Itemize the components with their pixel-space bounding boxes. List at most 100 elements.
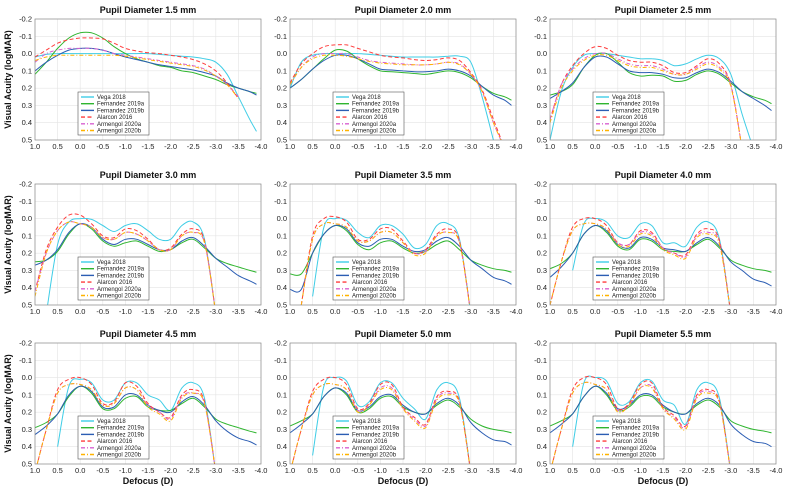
y-tick-label: 0.4: [537, 442, 547, 451]
x-tick-label: -1.0: [374, 307, 387, 316]
panel-title: Pupil Diameter 4.5 mm: [100, 329, 197, 339]
series-lines: [550, 45, 772, 140]
y-tick-label: 0.1: [537, 231, 547, 240]
x-tick-label: 0.0: [330, 466, 340, 475]
legend-label: Alarcon 2016: [352, 115, 388, 121]
legend-label: Fernandez 2019b: [97, 273, 145, 279]
legend-label: Armengol 2020a: [352, 122, 397, 128]
y-tick-label: 0.3: [277, 101, 287, 110]
y-tick-label: -0.1: [274, 32, 287, 41]
series-line-f19a: [35, 223, 257, 273]
x-tick-label: -1.5: [142, 466, 155, 475]
x-tick-label: -2.0: [164, 466, 177, 475]
x-tick-label: -3.0: [209, 307, 222, 316]
x-tick-label: -4.0: [510, 466, 523, 475]
x-tick-label: -2.0: [164, 142, 177, 151]
x-tick-label: -1.0: [634, 142, 647, 151]
y-tick-label: 0.0: [537, 214, 547, 223]
x-tick-label: -2.5: [187, 466, 200, 475]
legend-label: Alarcon 2016: [612, 280, 648, 286]
x-tick-label: -3.0: [724, 466, 737, 475]
x-tick-label: -2.5: [702, 142, 715, 151]
series-line-f19a: [35, 385, 257, 434]
y-tick-label: 0.1: [537, 390, 547, 399]
x-tick-label: -2.0: [419, 466, 432, 475]
panel-title: Pupil Diameter 1.5 mm: [100, 5, 197, 15]
panel-title: Pupil Diameter 2.0 mm: [355, 5, 452, 15]
x-tick-label: -2.0: [679, 142, 692, 151]
x-tick-label: 0.0: [75, 466, 85, 475]
y-tick-label: -0.1: [534, 32, 547, 41]
series-line-f19b: [290, 387, 512, 446]
x-tick-label: 0.5: [567, 142, 577, 151]
x-tick-label: -3.0: [724, 307, 737, 316]
series-line-f19b: [35, 385, 257, 446]
x-tick-label: 0.5: [52, 307, 62, 316]
x-tick-label: -3.5: [487, 142, 500, 151]
series-lines: [35, 376, 257, 464]
panel-2: 1.0 0.5 0.0 -0.5 -1.0 -1.5 -2.0 -2.5 -3.0 -3.5 -4.…: [274, 5, 522, 151]
legend-label: Vega 2018: [97, 260, 126, 266]
y-tick-label: 0.4: [537, 283, 547, 292]
y-tick-label: 0.3: [277, 266, 287, 275]
x-tick-label: -3.5: [232, 307, 245, 316]
y-tick-label: 0.4: [22, 118, 32, 127]
x-tick-label: -0.5: [96, 142, 109, 151]
y-tick-label: -0.1: [274, 197, 287, 206]
y-tick-label: 0.0: [22, 214, 32, 223]
series-line-vega: [35, 53, 257, 132]
x-tick-label: -3.0: [209, 466, 222, 475]
legend-label: Fernandez 2019b: [97, 108, 145, 114]
legend-label: Armengol 2020b: [97, 453, 142, 459]
y-tick-label: 0.3: [22, 266, 32, 275]
series-line-arm20b: [35, 221, 216, 305]
series-lines: [35, 31, 257, 132]
legend-label: Armengol 2020b: [612, 294, 657, 300]
series-line-alarcon: [551, 375, 731, 464]
x-tick-label: -2.0: [419, 307, 432, 316]
legend-label: Armengol 2020a: [612, 287, 657, 293]
x-axis-label: Defocus (D): [378, 476, 429, 486]
series-line-arm20b: [35, 54, 239, 99]
y-tick-label: 0.3: [277, 425, 287, 434]
y-tick-label: 0.2: [277, 249, 287, 258]
legend-label: Alarcon 2016: [352, 280, 388, 286]
y-tick-label: 0.5: [22, 301, 32, 310]
y-tick-label: 0.1: [277, 390, 287, 399]
y-tick-label: 0.0: [537, 373, 547, 382]
y-tick-label: 0.2: [22, 408, 32, 417]
x-tick-label: 1.0: [545, 466, 555, 475]
panel-title: Pupil Diameter 5.0 mm: [355, 329, 452, 339]
series-lines: [550, 217, 772, 305]
x-tick-label: -0.5: [351, 142, 364, 151]
y-tick-label: 0.3: [22, 101, 32, 110]
axes-frame: [549, 183, 777, 306]
y-axis-label: Visual Acuity (logMAR): [3, 195, 13, 294]
series-line-arm20a: [290, 52, 502, 140]
series-line-arm20b: [550, 54, 742, 140]
x-tick-label: -4.0: [770, 307, 783, 316]
x-tick-label: 0.0: [590, 307, 600, 316]
legend-label: Alarcon 2016: [97, 439, 133, 445]
panel-title: Pupil Diameter 4.0 mm: [615, 170, 712, 180]
y-tick-label: 0.5: [537, 301, 547, 310]
x-tick-label: 1.0: [30, 466, 40, 475]
legend-label: Vega 2018: [612, 260, 641, 266]
series-line-arm20b: [291, 383, 471, 464]
y-tick-label: -0.2: [19, 15, 32, 24]
y-tick-label: 0.1: [22, 231, 32, 240]
series-line-alarcon: [300, 215, 471, 305]
legend-label: Alarcon 2016: [612, 439, 648, 445]
x-axis-label: Defocus (D): [123, 476, 174, 486]
legend-label: Fernandez 2019a: [97, 267, 145, 273]
x-tick-label: -4.0: [255, 466, 268, 475]
y-tick-label: -0.2: [274, 15, 287, 24]
legend-label: Armengol 2020b: [352, 129, 397, 135]
y-tick-label: -0.1: [19, 197, 32, 206]
x-tick-label: -2.0: [679, 307, 692, 316]
